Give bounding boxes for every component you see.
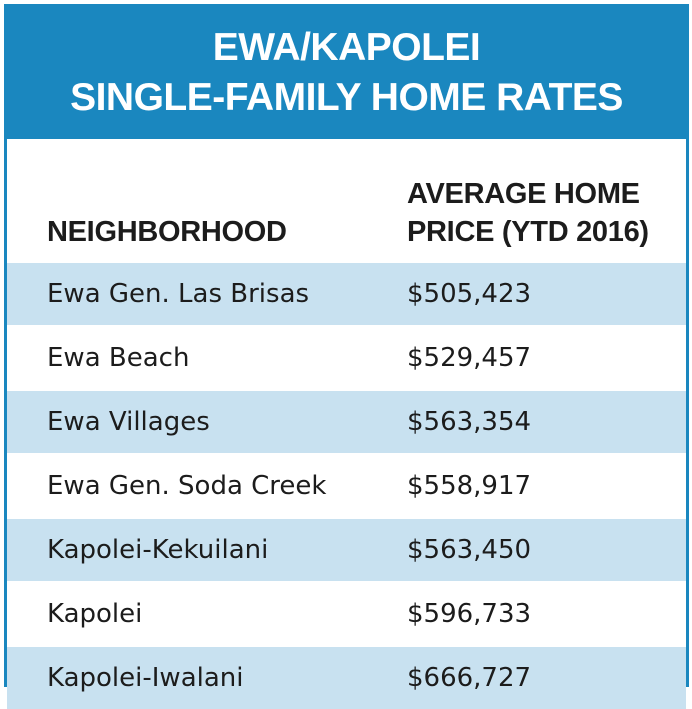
column-header-row: NEIGHBORHOOD AVERAGE HOME PRICE (YTD 201…	[7, 139, 686, 262]
home-rates-card: EWA/KAPOLEI SINGLE-FAMILY HOME RATES NEI…	[4, 4, 689, 709]
table-header-banner: EWA/KAPOLEI SINGLE-FAMILY HOME RATES	[7, 7, 686, 139]
column-header-neighborhood: NEIGHBORHOOD	[7, 139, 397, 262]
neighborhood-cell: Kapolei-Kekuilani	[7, 517, 397, 582]
price-cell: $563,450	[397, 517, 686, 582]
table-row: Kapolei $596,733	[7, 581, 686, 646]
title-line-2: SINGLE-FAMILY HOME RATES	[70, 76, 623, 119]
column-header-price-line-2: PRICE (YTD 2016)	[407, 216, 649, 248]
title-line-1: EWA/KAPOLEI	[212, 26, 481, 69]
table-row: Ewa Villages $563,354	[7, 389, 686, 454]
column-header-neighborhood-label: NEIGHBORHOOD	[47, 216, 287, 248]
table-row: Ewa Gen. Soda Creek $558,917	[7, 453, 686, 518]
column-header-price-line-1: AVERAGE HOME	[407, 178, 640, 210]
neighborhood-cell: Ewa Villages	[7, 389, 397, 454]
home-price-table: NEIGHBORHOOD AVERAGE HOME PRICE (YTD 201…	[7, 139, 686, 709]
column-header-price: AVERAGE HOME PRICE (YTD 2016)	[397, 139, 686, 262]
neighborhood-cell: Ewa Beach	[7, 325, 397, 390]
table-row: Kapolei-Iwalani $666,727	[7, 645, 686, 709]
table-row: Ewa Gen. Las Brisas $505,423	[7, 261, 686, 326]
neighborhood-cell: Ewa Gen. Las Brisas	[7, 261, 397, 326]
price-cell: $558,917	[397, 453, 686, 518]
price-cell: $529,457	[397, 325, 686, 390]
price-cell: $563,354	[397, 389, 686, 454]
neighborhood-cell: Ewa Gen. Soda Creek	[7, 453, 397, 518]
price-cell: $666,727	[397, 645, 686, 709]
neighborhood-cell: Kapolei	[7, 581, 397, 646]
price-cell: $596,733	[397, 581, 686, 646]
table-row: Kapolei-Kekuilani $563,450	[7, 517, 686, 582]
neighborhood-cell: Kapolei-Iwalani	[7, 645, 397, 709]
price-cell: $505,423	[397, 261, 686, 326]
table-row: Ewa Beach $529,457	[7, 325, 686, 390]
